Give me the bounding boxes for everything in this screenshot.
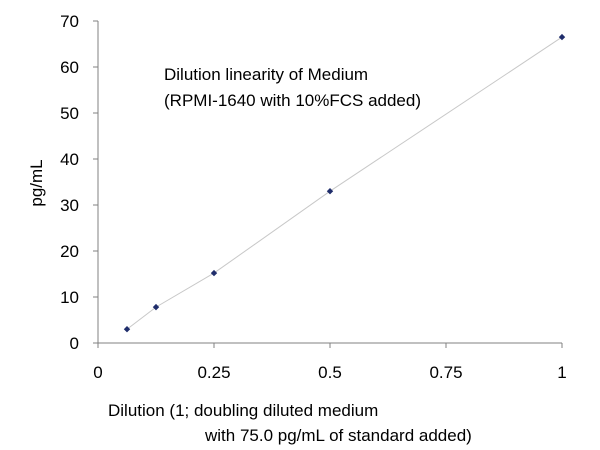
y-tick-label: 70 xyxy=(60,12,79,31)
y-tick-label: 30 xyxy=(60,196,79,215)
y-axis-title: pg/mL xyxy=(27,159,46,206)
ticks xyxy=(93,20,563,348)
data-points xyxy=(123,33,566,333)
y-tick-label: 0 xyxy=(70,334,79,353)
data-point xyxy=(210,269,218,277)
x-axis-title-line-2: with 75.0 pg/mL of standard added) xyxy=(204,426,472,445)
data-point xyxy=(558,33,566,41)
y-tick-label: 40 xyxy=(60,150,79,169)
x-tick-label: 1 xyxy=(557,363,566,382)
y-tick-label: 60 xyxy=(60,58,79,77)
x-tick-label: 0.25 xyxy=(197,363,230,382)
x-axis-title-line-1: Dilution (1; doubling diluted medium xyxy=(108,401,378,420)
data-point xyxy=(326,188,334,195)
tick-labels: 0 10 20 30 40 50 60 70 0 0.25 0.5 0.75 1 xyxy=(60,12,567,382)
x-tick-label: 0 xyxy=(93,363,102,382)
annotation-line-1: Dilution linearity of Medium xyxy=(164,65,368,84)
annotation-line-2: (RPMI-1640 with 10%FCS added) xyxy=(164,91,421,110)
data-point xyxy=(152,303,160,311)
y-tick-label: 50 xyxy=(60,104,79,123)
x-tick-label: 0.75 xyxy=(429,363,462,382)
x-tick-label: 0.5 xyxy=(318,363,342,382)
y-tick-label: 20 xyxy=(60,242,79,261)
data-point xyxy=(123,326,131,333)
y-tick-label: 10 xyxy=(60,288,79,307)
